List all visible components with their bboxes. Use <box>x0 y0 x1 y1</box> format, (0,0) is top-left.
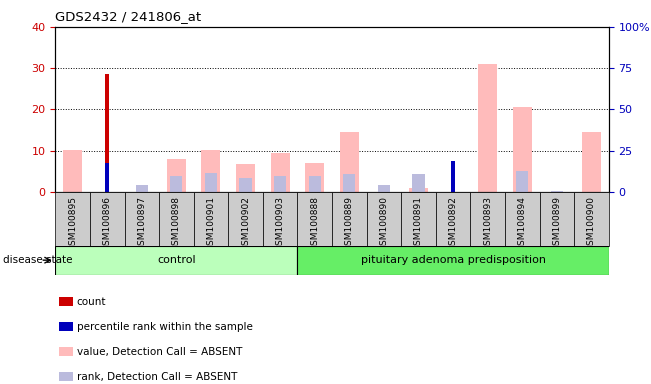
Bar <box>263 192 298 246</box>
Text: GSM100893: GSM100893 <box>483 196 492 251</box>
Bar <box>367 192 401 246</box>
Bar <box>136 185 148 192</box>
Bar <box>582 132 601 192</box>
Bar <box>171 176 182 192</box>
Bar <box>574 192 609 246</box>
Text: control: control <box>157 255 196 265</box>
Text: GSM100896: GSM100896 <box>103 196 112 251</box>
Bar <box>436 192 470 246</box>
Bar <box>298 192 332 246</box>
Bar <box>451 161 455 192</box>
Bar <box>401 192 436 246</box>
Bar <box>205 173 217 192</box>
Text: GSM100895: GSM100895 <box>68 196 77 251</box>
Bar <box>516 170 528 192</box>
Bar <box>167 159 186 192</box>
Text: GSM100891: GSM100891 <box>414 196 423 251</box>
Text: GSM100894: GSM100894 <box>518 196 527 251</box>
Text: GSM100892: GSM100892 <box>449 196 458 251</box>
Bar <box>409 188 428 192</box>
Text: GSM100902: GSM100902 <box>241 196 250 251</box>
Text: GSM100903: GSM100903 <box>275 196 284 251</box>
Bar <box>309 176 321 192</box>
Text: disease state: disease state <box>3 255 73 265</box>
Bar <box>63 150 82 192</box>
Text: GSM100901: GSM100901 <box>206 196 215 251</box>
Bar <box>90 192 124 246</box>
Text: count: count <box>77 296 106 307</box>
Bar <box>201 150 221 192</box>
Bar <box>551 191 563 192</box>
Bar <box>240 178 251 192</box>
Text: GSM100890: GSM100890 <box>380 196 389 251</box>
Bar <box>505 192 540 246</box>
Text: GSM100898: GSM100898 <box>172 196 181 251</box>
Bar <box>540 192 574 246</box>
Bar <box>298 246 609 275</box>
Bar <box>105 74 109 192</box>
Bar <box>124 192 159 246</box>
Text: value, Detection Call = ABSENT: value, Detection Call = ABSENT <box>77 346 242 357</box>
Bar <box>194 192 229 246</box>
Bar <box>159 192 194 246</box>
Text: GSM100889: GSM100889 <box>345 196 353 251</box>
Text: percentile rank within the sample: percentile rank within the sample <box>77 321 253 332</box>
Bar <box>513 108 532 192</box>
Text: GSM100900: GSM100900 <box>587 196 596 251</box>
Text: GSM100899: GSM100899 <box>552 196 561 251</box>
Bar <box>332 192 367 246</box>
Bar <box>340 132 359 192</box>
Bar <box>378 185 390 192</box>
Bar <box>59 347 73 356</box>
Bar <box>229 192 263 246</box>
Text: GSM100888: GSM100888 <box>311 196 319 251</box>
Bar <box>105 163 109 192</box>
Text: GSM100897: GSM100897 <box>137 196 146 251</box>
Bar <box>59 322 73 331</box>
Bar <box>305 163 324 192</box>
Bar <box>55 192 90 246</box>
Bar <box>470 192 505 246</box>
Text: rank, Detection Call = ABSENT: rank, Detection Call = ABSENT <box>77 371 237 382</box>
Bar <box>59 297 73 306</box>
Bar <box>55 246 298 275</box>
Bar <box>236 164 255 192</box>
Bar <box>413 174 424 192</box>
Bar <box>274 176 286 192</box>
Bar <box>343 174 355 192</box>
Text: pituitary adenoma predisposition: pituitary adenoma predisposition <box>361 255 546 265</box>
Bar <box>478 64 497 192</box>
Text: GDS2432 / 241806_at: GDS2432 / 241806_at <box>55 10 201 23</box>
Bar <box>271 153 290 192</box>
Bar <box>59 372 73 381</box>
